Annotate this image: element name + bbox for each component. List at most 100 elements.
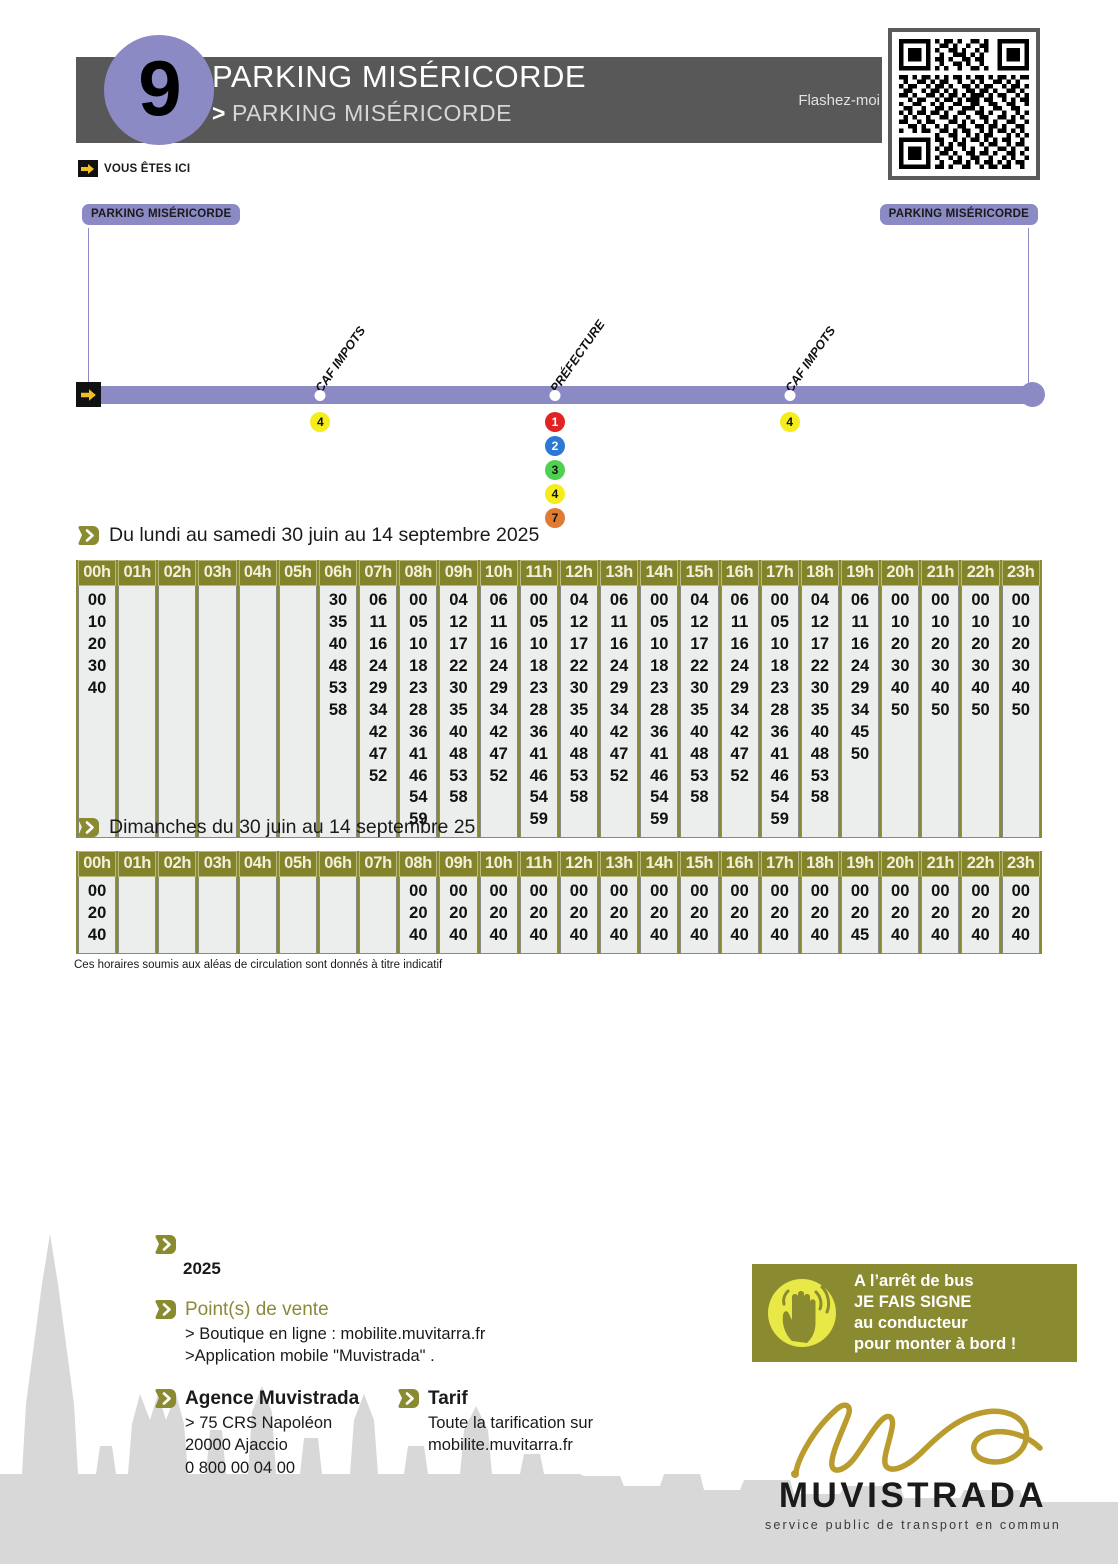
timetable-minute bbox=[79, 722, 115, 744]
timetable-minute bbox=[119, 678, 155, 700]
timetable-minute bbox=[240, 766, 276, 788]
timetable-hour-column: 00 20 40 bbox=[559, 877, 599, 954]
connection-line-badge[interactable]: 7 bbox=[545, 508, 565, 528]
timetable-minute: 00 bbox=[850, 882, 870, 900]
timetable-minute: 23 bbox=[770, 678, 789, 697]
waving-hand-icon bbox=[768, 1279, 836, 1347]
timetable-hour-column: 00 20 40 bbox=[800, 877, 839, 954]
timetable-minute: 40 bbox=[87, 925, 107, 944]
timetable-minute: 16 bbox=[489, 634, 508, 653]
timetable-minute: 30 bbox=[690, 678, 709, 697]
timetable-minute bbox=[119, 722, 155, 744]
timetable-hour-header: 04h bbox=[238, 560, 277, 586]
timetable-minute: 50 bbox=[971, 700, 990, 719]
timetable-minute: 54 bbox=[529, 788, 548, 807]
timetable-minute: 00 bbox=[87, 591, 107, 609]
tarif-block: Tarif Toute la tarification sur mobilite… bbox=[398, 1387, 593, 1457]
timetable-minute: 40 bbox=[971, 678, 990, 697]
timetable-minute bbox=[119, 925, 155, 947]
connection-line-badge[interactable]: 4 bbox=[545, 484, 565, 504]
timetable-hour-header: 11h bbox=[519, 560, 558, 586]
brand-tagline: service public de transport en commun bbox=[764, 1518, 1062, 1532]
timetable-minute bbox=[240, 656, 276, 678]
timetable-minute: 18 bbox=[770, 656, 789, 675]
timetable-minute: 05 bbox=[409, 612, 428, 631]
route-end-dot bbox=[1020, 382, 1045, 407]
connection-line-badge[interactable]: 4 bbox=[310, 412, 331, 432]
timetable-minute: 00 bbox=[891, 882, 910, 900]
timetable-minute: 04 bbox=[690, 591, 709, 609]
timetable-minute bbox=[199, 744, 235, 766]
timetable-minute bbox=[159, 656, 195, 678]
timetable-minute bbox=[240, 744, 276, 766]
timetable-minute: 54 bbox=[409, 788, 428, 807]
timetable-minute bbox=[159, 634, 195, 656]
terminus-connector-left bbox=[88, 228, 89, 393]
timetable-minute: 05 bbox=[650, 612, 669, 631]
timetable-minute: 00 bbox=[931, 882, 950, 900]
timetable-minute bbox=[962, 744, 998, 766]
timetable-minute: 30 bbox=[569, 678, 589, 697]
timetable-hour-column: 00 20 40 bbox=[399, 877, 438, 954]
timetable-hour-header: 16h bbox=[720, 560, 759, 586]
sign-line-2: JE FAIS SIGNE bbox=[854, 1292, 972, 1311]
timetable-minute: 11 bbox=[489, 612, 508, 631]
timetable-minute: 40 bbox=[770, 925, 789, 944]
timetable-minute: 30 bbox=[931, 656, 950, 675]
sales-points-line-1[interactable]: > Boutique en ligne : mobilite.muvitarra… bbox=[185, 1324, 486, 1343]
timetable-hour-column: 04 12 17 22 30 35 40 48 53 58 bbox=[800, 586, 839, 839]
timetable-sunday: 00h 01h 02h 03h 04h 05h 06h 07h 08h 09h 10h 11h 12h 1… bbox=[76, 851, 1042, 954]
timetable-minute: 40 bbox=[529, 925, 548, 944]
timetable-minute: 29 bbox=[850, 678, 870, 697]
line-number-badge: 9 bbox=[104, 35, 214, 145]
timetable-minute: 40 bbox=[409, 925, 428, 944]
timetable-minute bbox=[199, 656, 235, 678]
timetable-minute: 28 bbox=[409, 700, 428, 719]
connection-line-badge[interactable]: 3 bbox=[545, 460, 565, 480]
timetable-minute: 00 bbox=[409, 882, 428, 900]
timetable-hour-header: 23h bbox=[1001, 851, 1040, 877]
connection-line-badge[interactable]: 2 bbox=[545, 436, 565, 456]
connection-line-badge[interactable]: 1 bbox=[545, 412, 565, 432]
sales-points-line-2[interactable]: >Application mobile "Muvistrada" . bbox=[185, 1347, 435, 1366]
timetable-minute: 53 bbox=[449, 766, 468, 785]
timetable-minute: 24 bbox=[368, 656, 388, 675]
timetable-minute: 28 bbox=[529, 700, 548, 719]
timetable-minute: 40 bbox=[328, 634, 348, 653]
flashez-label: Flashez-moi bbox=[798, 92, 880, 109]
timetable-minute bbox=[481, 809, 517, 831]
timetable-minute: 00 bbox=[87, 882, 107, 900]
timetable-minute: 58 bbox=[569, 788, 589, 807]
timetable-hour-header: 21h bbox=[921, 560, 960, 586]
timetable-hour-column: 04 12 17 22 30 35 40 48 53 58 bbox=[439, 586, 478, 839]
timetable-minute bbox=[119, 590, 155, 612]
timetable-minute bbox=[280, 881, 316, 903]
timetable-minute: 00 bbox=[409, 591, 428, 609]
timetable-minute bbox=[842, 809, 878, 831]
footer-year-block: 2025 bbox=[155, 1233, 221, 1279]
tarif-line-2[interactable]: mobilite.muvitarra.fr bbox=[428, 1436, 573, 1455]
route-stop-dot bbox=[784, 390, 796, 401]
timetable-minute: 10 bbox=[770, 634, 789, 653]
timetable-minute bbox=[320, 925, 356, 947]
timetable-minute bbox=[962, 722, 998, 744]
timetable-minute: 20 bbox=[850, 903, 870, 922]
timetable-minute: 35 bbox=[690, 700, 709, 719]
qr-code[interactable] bbox=[888, 28, 1040, 180]
connection-line-badge[interactable]: 4 bbox=[779, 412, 800, 432]
timetable-minute bbox=[79, 744, 115, 766]
timetable-minute: 36 bbox=[650, 722, 669, 741]
timetable-minute bbox=[882, 744, 918, 766]
timetable-minute bbox=[159, 722, 195, 744]
timetable-minute: 53 bbox=[690, 766, 709, 785]
timetable-minute: 50 bbox=[1011, 700, 1030, 719]
timetable-hour-column bbox=[118, 586, 157, 839]
timetable-minute bbox=[922, 744, 958, 766]
timetable-hour-header: 05h bbox=[278, 851, 317, 877]
bullet-arrow-icon bbox=[155, 1235, 176, 1254]
timetable-minute: 20 bbox=[489, 903, 508, 922]
timetable-minute: 18 bbox=[529, 656, 548, 675]
timetable-minute: 16 bbox=[850, 634, 870, 653]
timetable-hour-column bbox=[198, 877, 237, 954]
timetable-minute: 17 bbox=[449, 634, 468, 653]
